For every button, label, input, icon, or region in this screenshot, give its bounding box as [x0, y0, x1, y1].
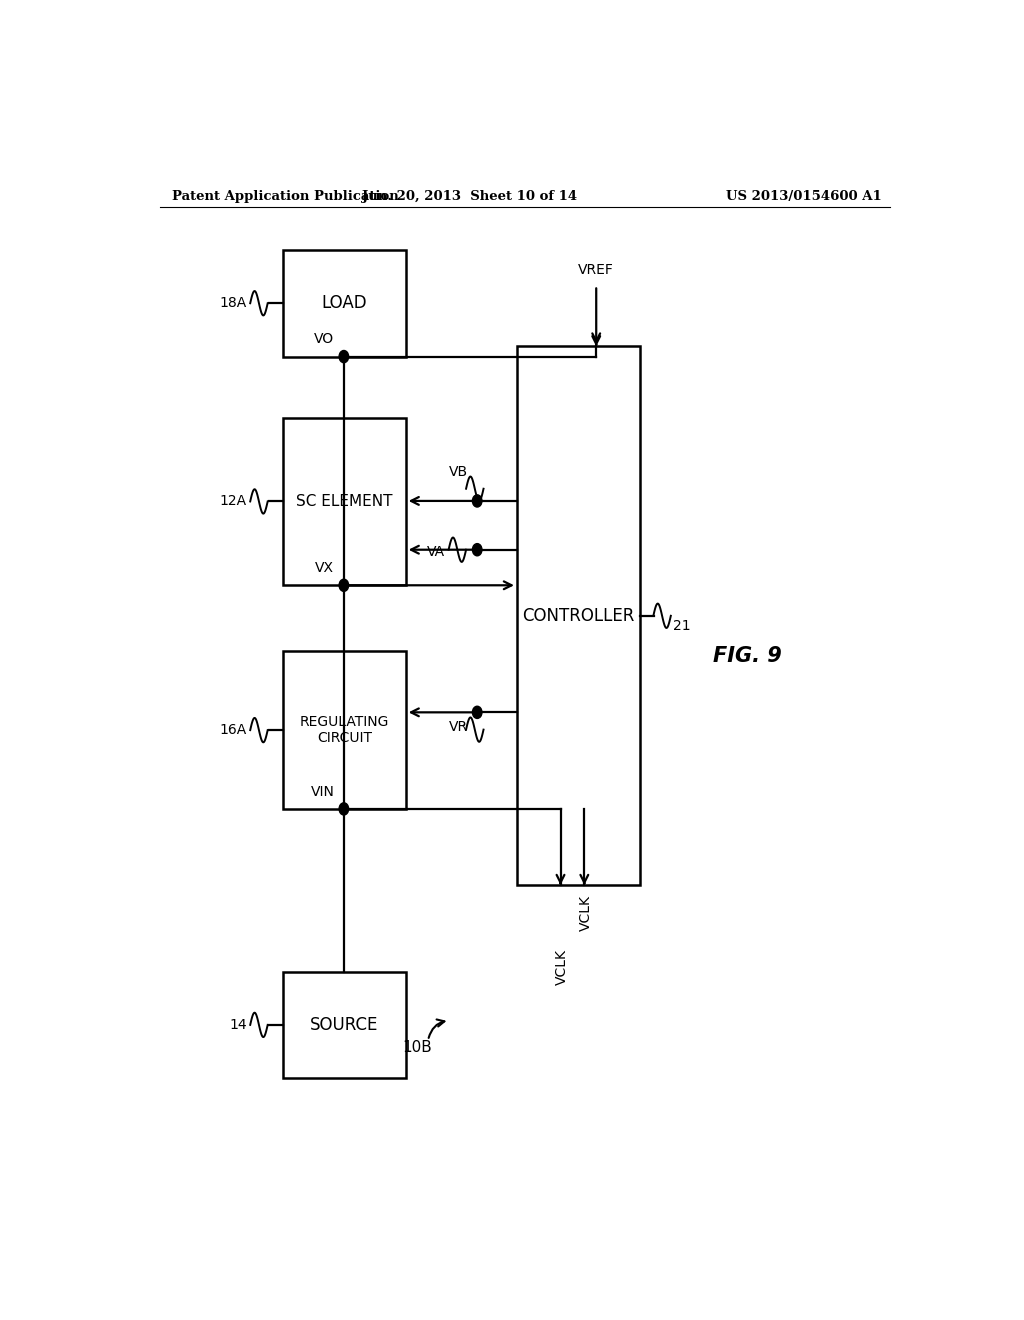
Text: SC ELEMENT: SC ELEMENT: [296, 494, 392, 510]
Text: CONTROLLER: CONTROLLER: [522, 607, 635, 624]
Text: 18A: 18A: [220, 296, 247, 310]
FancyArrowPatch shape: [429, 1019, 444, 1038]
Text: VO: VO: [314, 333, 334, 346]
Text: 21: 21: [673, 619, 691, 634]
Text: 10B: 10B: [402, 1040, 432, 1055]
Text: US 2013/0154600 A1: US 2013/0154600 A1: [726, 190, 882, 202]
Bar: [283, 651, 406, 809]
Bar: [517, 346, 640, 886]
Circle shape: [339, 803, 348, 814]
Text: FIG. 9: FIG. 9: [713, 647, 781, 667]
Circle shape: [472, 706, 482, 718]
Circle shape: [472, 495, 482, 507]
Text: VR: VR: [449, 721, 468, 734]
Text: VCLK: VCLK: [555, 949, 569, 985]
Text: VX: VX: [315, 561, 334, 576]
Circle shape: [339, 351, 348, 363]
Text: REGULATING
CIRCUIT: REGULATING CIRCUIT: [300, 715, 389, 746]
Text: 16A: 16A: [220, 723, 247, 737]
Text: Patent Application Publication: Patent Application Publication: [172, 190, 398, 202]
Text: 12A: 12A: [220, 495, 247, 508]
Text: VA: VA: [427, 545, 445, 558]
Circle shape: [339, 579, 348, 591]
Text: VCLK: VCLK: [579, 895, 593, 932]
Text: 14: 14: [229, 1018, 247, 1032]
Bar: [283, 249, 406, 356]
Text: LOAD: LOAD: [322, 294, 367, 313]
Text: VB: VB: [449, 465, 468, 479]
Text: SOURCE: SOURCE: [310, 1016, 379, 1034]
Text: VIN: VIN: [310, 784, 334, 799]
Text: VREF: VREF: [579, 263, 614, 277]
Bar: [283, 417, 406, 585]
Bar: [283, 972, 406, 1078]
Text: Jun. 20, 2013  Sheet 10 of 14: Jun. 20, 2013 Sheet 10 of 14: [361, 190, 577, 202]
Circle shape: [472, 544, 482, 556]
